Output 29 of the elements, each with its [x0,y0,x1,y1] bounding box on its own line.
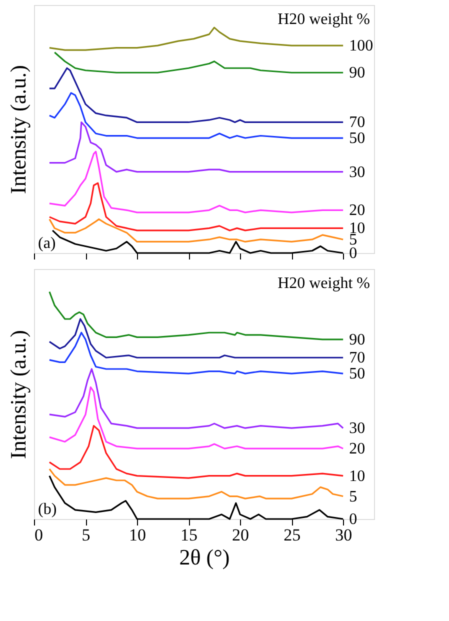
series-label: 90 [349,64,366,82]
series-label: 50 [349,366,366,383]
series-label: 0 [349,511,358,528]
x-tick-label: 25 [284,526,301,544]
annotation: H20 weight % [278,11,370,28]
y-axis-title: Intensity (a.u.) [6,65,30,194]
annotation: (b) [38,501,57,518]
x-tick-label: 20 [232,526,250,544]
annotation: H20 weight % [278,275,370,292]
y-axis-title: Intensity (a.u.) [6,330,30,459]
series-label: 10 [349,468,366,485]
series-label: 70 [349,114,366,132]
x-tick-label: 10 [129,526,146,544]
series-label: 30 [349,420,366,438]
annotation: (a) [38,235,56,252]
series-label: 0 [349,245,358,262]
x-tick-label: 5 [82,526,90,544]
series-label: 20 [349,440,366,458]
x-axis-title: 2θ (°) [179,544,230,570]
series-label: 100 [349,38,374,55]
series-label: 50 [349,130,366,148]
series-label: 20 [349,202,366,220]
series-label: 70 [349,350,366,367]
series-label: 90 [349,331,366,348]
x-tick-label: 30 [335,526,352,544]
x-tick-label: 15 [180,526,198,544]
series-label: 5 [349,488,358,506]
x-tick-label: 0 [34,526,43,544]
series-label: 30 [349,164,366,181]
